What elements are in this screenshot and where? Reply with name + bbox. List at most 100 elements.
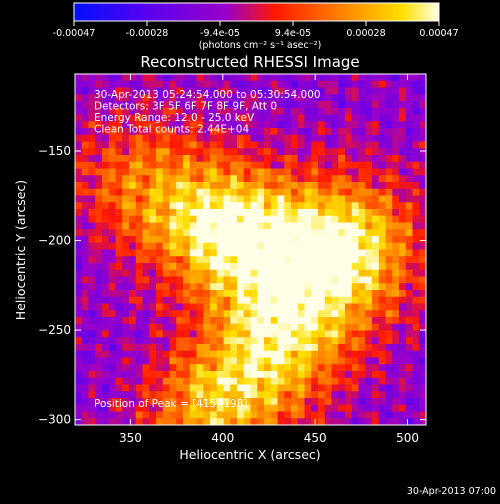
heatmap-cell — [210, 411, 218, 419]
heatmap-cell — [216, 134, 224, 142]
heatmap-cell — [149, 290, 157, 298]
heatmap-cell — [115, 249, 123, 257]
heatmap-cell — [210, 209, 218, 217]
heatmap-cell — [196, 195, 204, 203]
heatmap-cell — [216, 236, 224, 244]
heatmap-cell — [176, 215, 184, 223]
heatmap-cell — [230, 269, 238, 277]
heatmap-cell — [392, 364, 400, 372]
heatmap-cell — [264, 263, 272, 271]
heatmap-cell — [297, 80, 305, 88]
heatmap-cell — [399, 330, 407, 338]
heatmap-cell — [129, 168, 137, 176]
heatmap-cell — [149, 404, 157, 412]
heatmap-cell — [291, 215, 299, 223]
heatmap-cell — [162, 384, 170, 392]
heatmap-cell — [162, 107, 170, 115]
heatmap-cell — [358, 94, 366, 102]
heatmap-cell — [129, 195, 137, 203]
heatmap-cell — [372, 101, 380, 109]
heatmap-cell — [399, 398, 407, 406]
heatmap-cell — [156, 256, 164, 264]
heatmap-cell — [162, 215, 170, 223]
heatmap-cell — [399, 94, 407, 102]
heatmap-cell — [257, 182, 265, 190]
heatmap-cell — [277, 101, 285, 109]
heatmap-cell — [223, 242, 231, 250]
heatmap-cell — [102, 80, 110, 88]
heatmap-cell — [291, 276, 299, 284]
heatmap-cell — [108, 303, 116, 311]
heatmap-cell — [142, 195, 150, 203]
heatmap-cell — [412, 101, 420, 109]
heatmap-cell — [392, 215, 400, 223]
heatmap-cell — [264, 290, 272, 298]
heatmap-cell — [115, 283, 123, 291]
heatmap-cell — [405, 337, 413, 345]
heatmap-cell — [405, 114, 413, 122]
heatmap-cell — [210, 377, 218, 385]
heatmap-cell — [399, 141, 407, 149]
heatmap-cell — [419, 256, 427, 264]
heatmap-cell — [88, 168, 96, 176]
heatmap-cell — [392, 310, 400, 318]
heatmap-cell — [81, 188, 89, 196]
heatmap-cell — [210, 317, 218, 325]
heatmap-cell — [250, 182, 258, 190]
heatmap-cell — [257, 283, 265, 291]
heatmap-cell — [135, 128, 143, 136]
heatmap-cell — [318, 87, 326, 95]
heatmap-cell — [412, 202, 420, 210]
heatmap-cell — [304, 377, 312, 385]
heatmap-cell — [264, 357, 272, 365]
heatmap-cell — [324, 344, 332, 352]
heatmap-cell — [108, 195, 116, 203]
heatmap-cell — [257, 74, 265, 82]
heatmap-cell — [412, 249, 420, 257]
heatmap-cell — [378, 391, 386, 399]
heatmap-cell — [156, 242, 164, 250]
heatmap-cell — [237, 155, 245, 163]
heatmap-cell — [108, 101, 116, 109]
heatmap-cell — [378, 168, 386, 176]
heatmap-cell — [81, 323, 89, 331]
heatmap-cell — [372, 141, 380, 149]
heatmap-cell — [264, 269, 272, 277]
heatmap-cell — [358, 161, 366, 169]
heatmap-cell — [270, 121, 278, 129]
heatmap-cell — [243, 215, 251, 223]
heatmap-cell — [122, 310, 130, 318]
heatmap-cell — [311, 80, 319, 88]
x-axis-label: Heliocentric X (arcsec) — [179, 447, 320, 462]
heatmap-cell — [338, 357, 346, 365]
heatmap-cell — [304, 391, 312, 399]
heatmap-cell — [412, 121, 420, 129]
heatmap-cell — [358, 377, 366, 385]
heatmap-cell — [264, 121, 272, 129]
heatmap-cell — [162, 222, 170, 230]
heatmap-cell — [108, 296, 116, 304]
heatmap-cell — [95, 74, 103, 82]
heatmap-cell — [419, 182, 427, 190]
heatmap-cell — [196, 202, 204, 210]
colorbar-tick-label: 9.4e-05 — [275, 28, 311, 39]
heatmap-cell — [169, 391, 177, 399]
heatmap-cell — [270, 371, 278, 379]
heatmap-cell — [324, 236, 332, 244]
heatmap-cell — [196, 249, 204, 257]
heatmap-cell — [135, 384, 143, 392]
heatmap-cell — [412, 290, 420, 298]
heatmap-cell — [378, 263, 386, 271]
heatmap-cell — [318, 209, 326, 217]
heatmap-cell — [351, 134, 359, 142]
heatmap-cell — [108, 74, 116, 82]
heatmap-cell — [169, 242, 177, 250]
heatmap-cell — [81, 290, 89, 298]
heatmap-cell — [385, 371, 393, 379]
heatmap-cell — [365, 357, 373, 365]
heatmap-cell — [162, 80, 170, 88]
heatmap-cell — [318, 80, 326, 88]
heatmap-cell — [129, 242, 137, 250]
heatmap-cell — [270, 215, 278, 223]
heatmap-cell — [196, 222, 204, 230]
